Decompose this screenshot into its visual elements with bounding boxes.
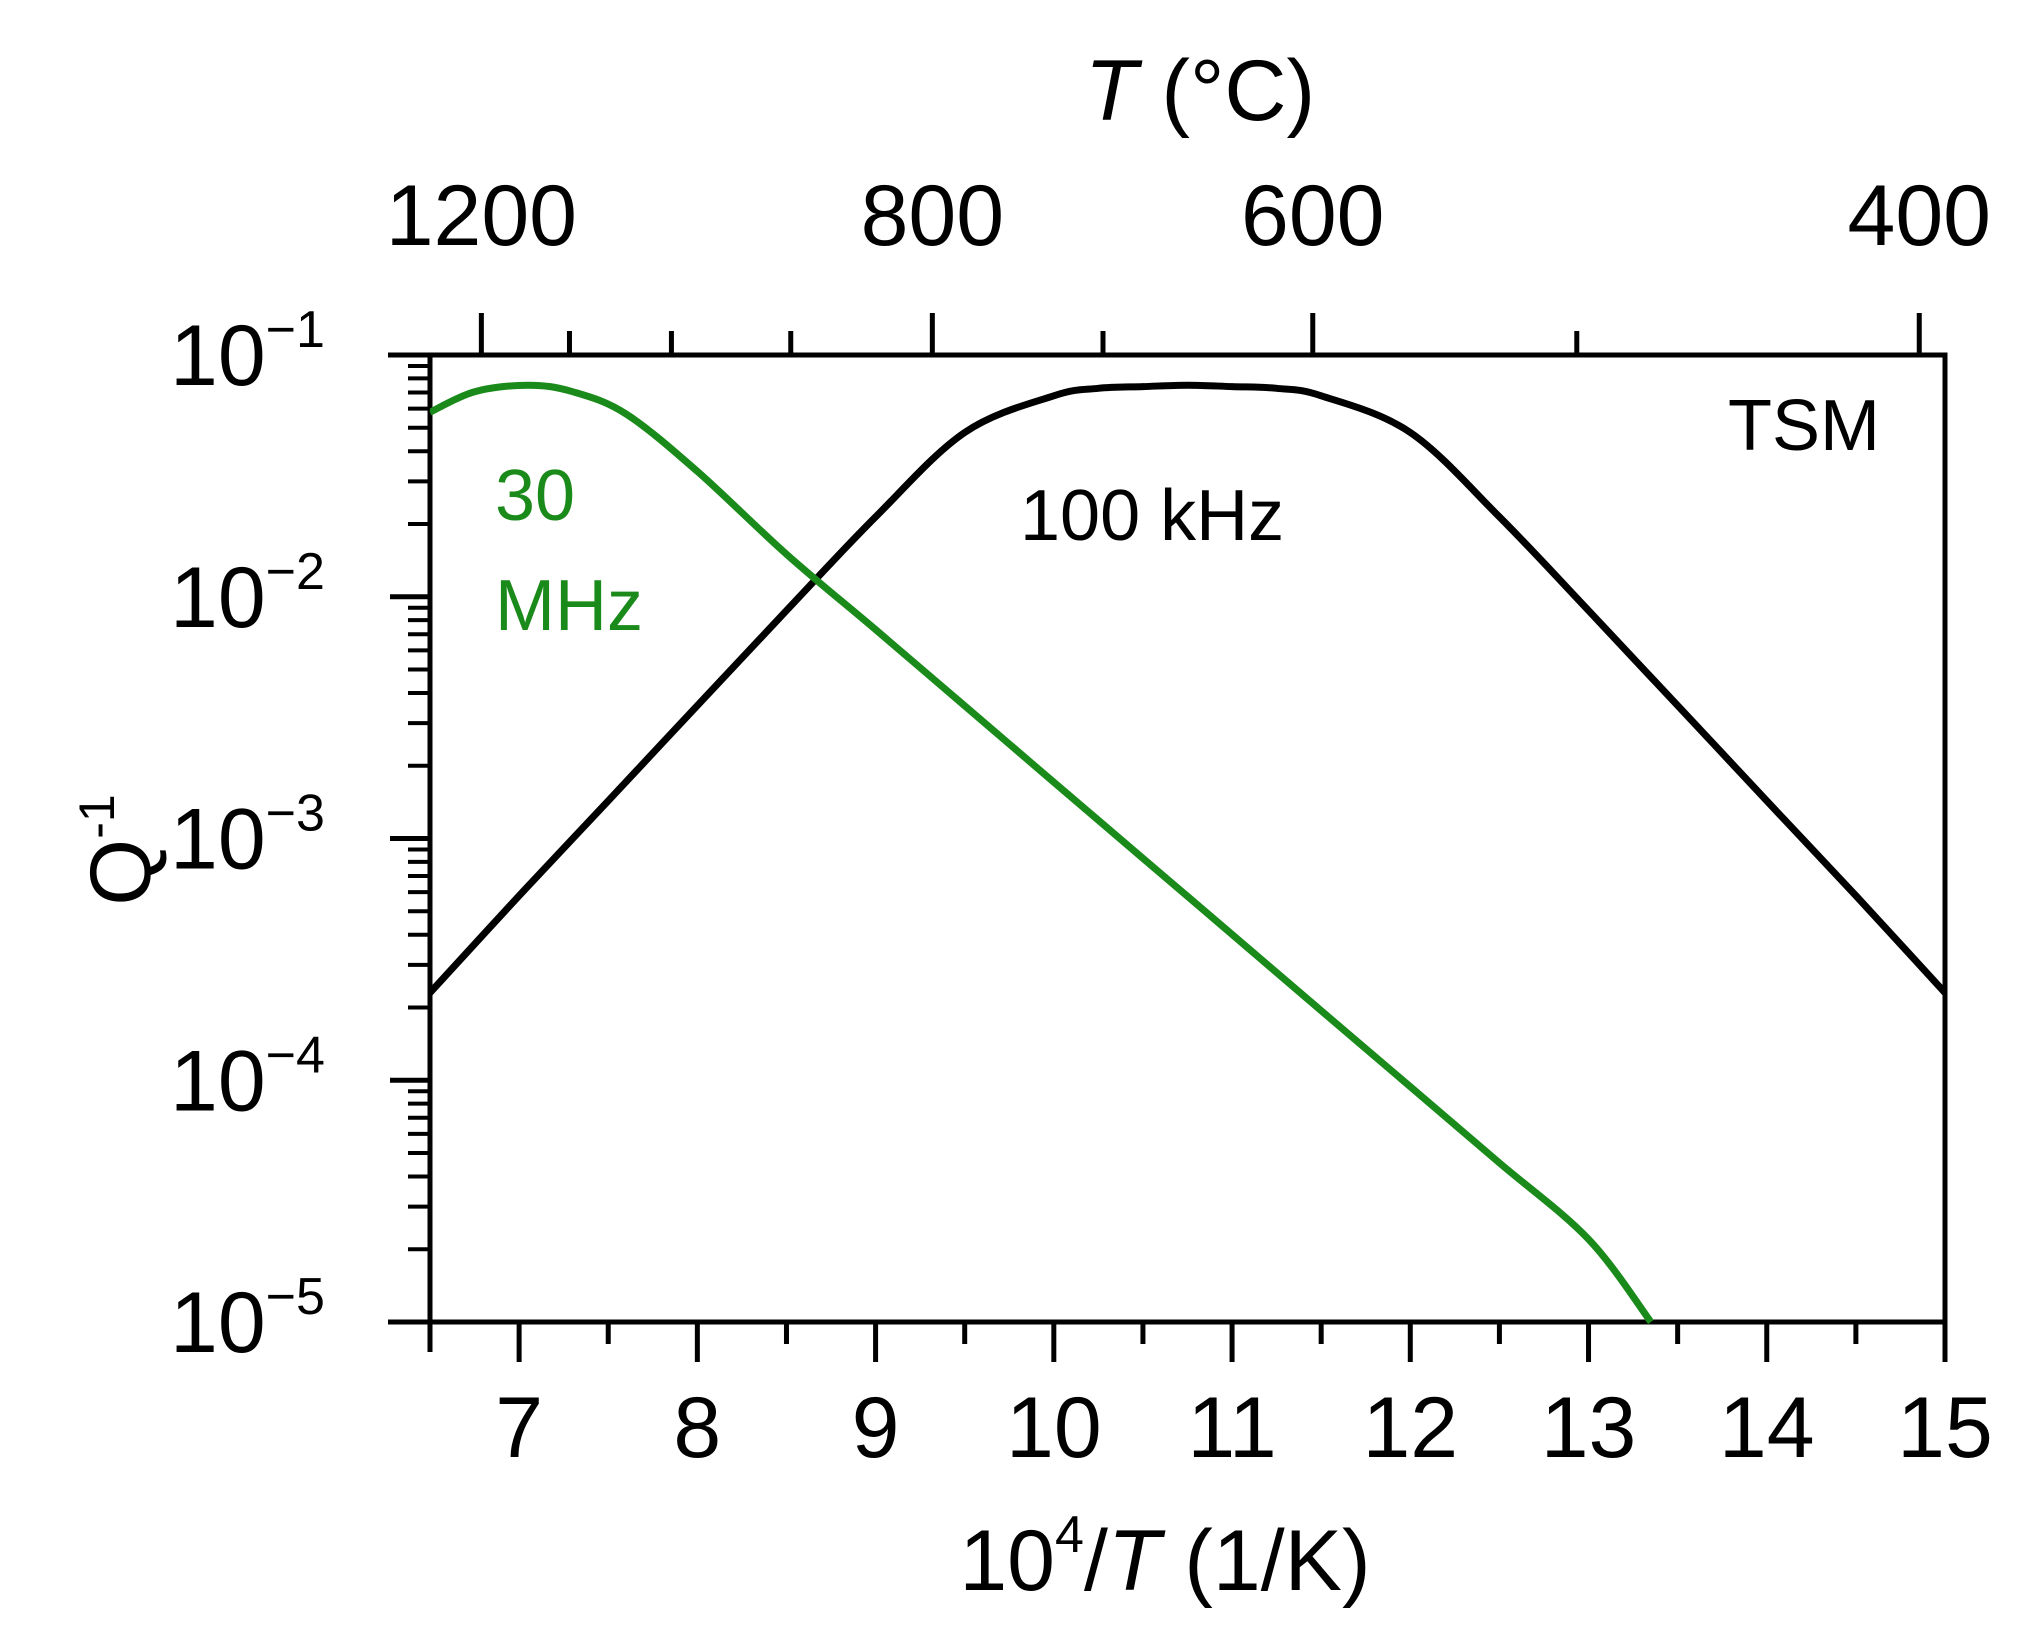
y-tick-base: 10: [170, 1275, 266, 1371]
x-axis-base: 10: [959, 1513, 1055, 1609]
y-tick-base: 10: [170, 308, 266, 404]
x-tick-label: 11: [1187, 1380, 1276, 1476]
y-tick-exp: −5: [266, 1268, 325, 1326]
top-axis-title: T (°C): [1085, 43, 1315, 139]
y-tick-label: 10−4: [170, 1026, 325, 1129]
series-label-line: 30: [495, 456, 575, 536]
x-tick-label: 10: [1006, 1380, 1102, 1476]
top-tick-label: 1200: [386, 168, 577, 264]
series-line-30-mhz: [428, 381, 1654, 1325]
x-tick-label: 13: [1541, 1380, 1637, 1476]
top-axis-var: T: [1085, 43, 1143, 139]
series-label-line: 100 kHz: [1020, 476, 1284, 556]
x-tick-label: 8: [673, 1380, 721, 1476]
y-tick-base: 10: [170, 792, 266, 888]
top-tick-label: 600: [1241, 168, 1385, 264]
y-tick-label: 10−1: [170, 301, 325, 404]
x-tick-label: 15: [1897, 1380, 1993, 1476]
x-tick-label: 7: [495, 1380, 543, 1476]
y-tick-exp: −1: [266, 301, 325, 359]
series-label-line: MHz: [495, 566, 643, 646]
x-axis-slash: /: [1084, 1513, 1108, 1609]
x-axis-exp: 4: [1055, 1506, 1084, 1564]
x-tick-label: 9: [852, 1380, 900, 1476]
y-axis-base: Q: [73, 839, 169, 906]
y-tick-base: 10: [170, 550, 266, 646]
y-tick-exp: −4: [266, 1026, 325, 1084]
series-line-100-khz: [427, 381, 1948, 996]
y-tick-base: 10: [170, 1033, 266, 1129]
y-tick-label: 10−3: [170, 785, 325, 888]
x-tick-label: 14: [1719, 1380, 1815, 1476]
y-tick-label: 10−5: [170, 1268, 325, 1371]
series-label-100-khz: 100 kHz: [1020, 476, 1284, 556]
x-axis-unit: (1/K): [1160, 1513, 1370, 1609]
y-tick-exp: −2: [266, 543, 325, 601]
y-tick-exp: −3: [266, 785, 325, 843]
top-axis-unit: (°C): [1137, 43, 1315, 139]
y-tick-label: 10−2: [170, 543, 325, 646]
corner-label: TSM: [1728, 386, 1880, 466]
top-tick-label: 400: [1848, 168, 1992, 264]
y-axis-exp: -1: [69, 794, 125, 838]
series-label-30-mhz: 30 MHz: [495, 456, 643, 646]
top-tick-label: 800: [861, 168, 1005, 264]
x-axis-title: 104/T (1/K): [959, 1506, 1370, 1609]
x-tick-label: 12: [1362, 1380, 1458, 1476]
x-axis-var: T: [1108, 1513, 1166, 1609]
y-axis-title: Q-1: [69, 794, 169, 905]
